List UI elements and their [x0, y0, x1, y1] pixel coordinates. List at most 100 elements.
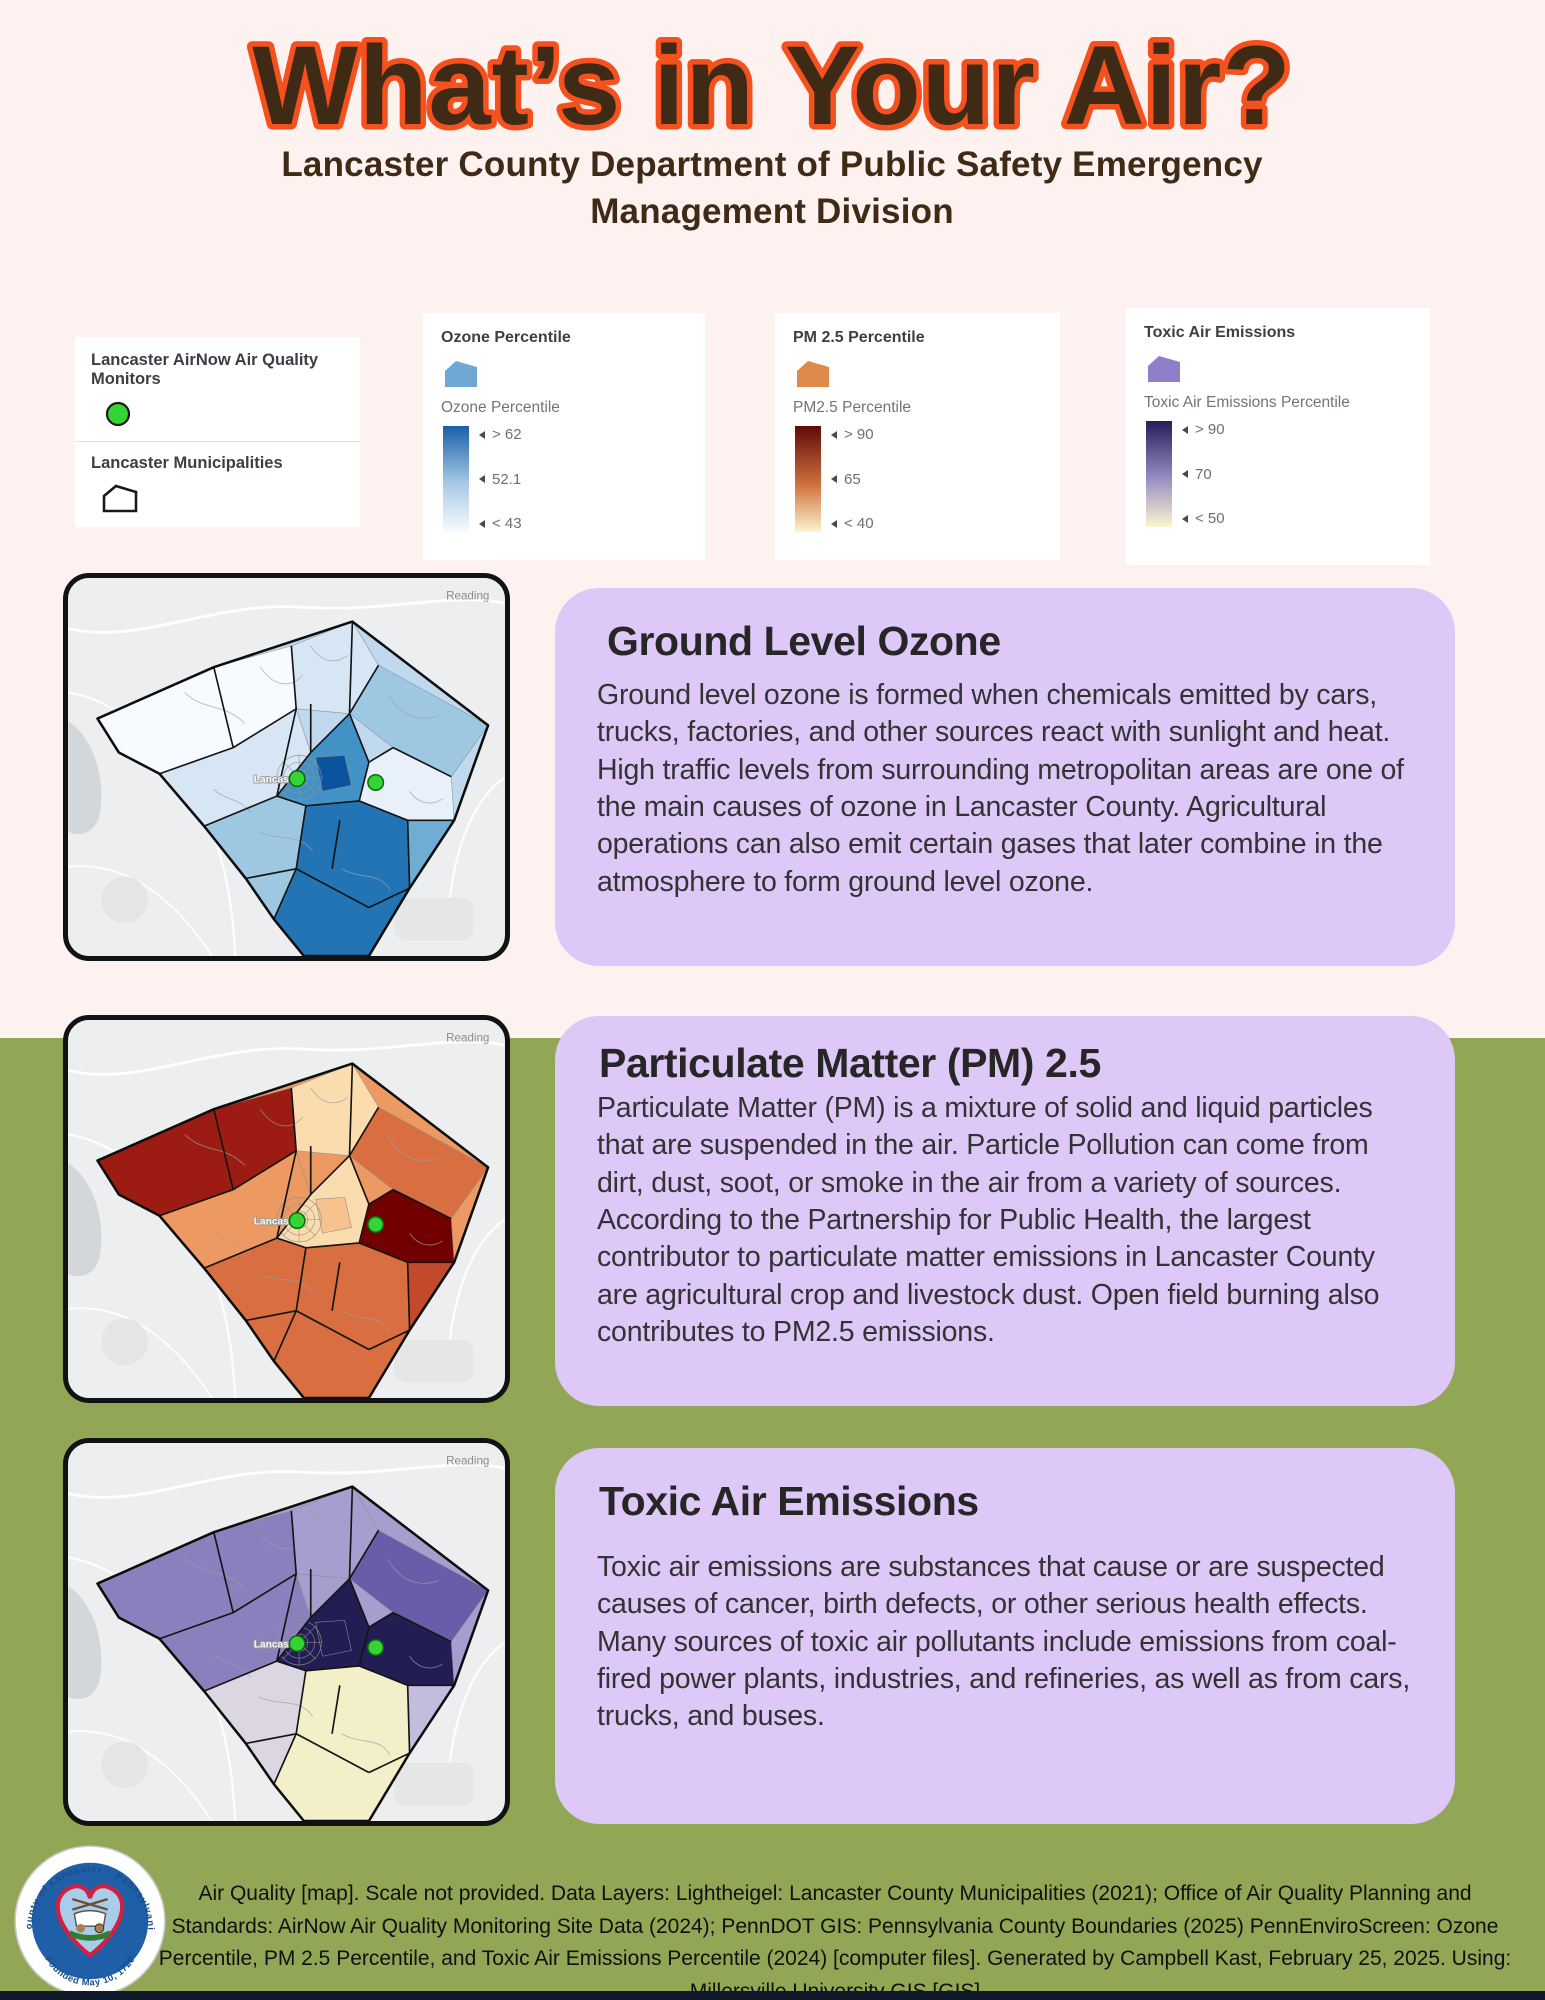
- river: [68, 1163, 102, 1277]
- pm-scale: > 90 65 < 40: [795, 426, 1042, 532]
- ozone-map: Reading Lancaster: [63, 573, 510, 961]
- monitor-dot: [288, 1635, 306, 1653]
- basemap-roads: [68, 598, 505, 956]
- seal-wagon: [73, 1909, 107, 1927]
- ozone-map-canvas: Reading Lancaster: [68, 578, 505, 956]
- minor-boundaries: [184, 1510, 443, 1756]
- county-seal: County of Lancaster ~ Pennsylvania Found…: [12, 1843, 166, 1997]
- toxic-gradient-bar: [1146, 421, 1172, 527]
- municipalities-label: Lancaster Municipalities: [91, 454, 283, 472]
- tick-label: > 90: [844, 426, 874, 443]
- county-outline: [96, 1062, 490, 1398]
- basemap-patch: [394, 1762, 474, 1806]
- monitor-dot: [367, 1215, 385, 1234]
- scale-tick: > 62: [479, 426, 522, 443]
- tick-label: < 43: [492, 515, 522, 532]
- ozone-card: Ground Level Ozone Ground level ozone is…: [555, 588, 1455, 966]
- legend-ozone-panel: Ozone Percentile Ozone Percentile > 62 5…: [423, 313, 705, 560]
- monitor-dot: [288, 1212, 306, 1230]
- county-cells: [97, 1063, 489, 1398]
- pm-swatch-icon: [797, 361, 829, 387]
- citation-text: Air Quality [map]. Scale not provided. D…: [158, 1882, 1512, 2000]
- ozone-heading: Ground Level Ozone: [607, 618, 1001, 664]
- tick-label: 52.1: [492, 470, 522, 488]
- basemap-patch: [101, 1318, 148, 1366]
- tick-label: 65: [844, 470, 861, 488]
- tick-label: > 62: [492, 426, 522, 443]
- tick-label: 70: [1195, 465, 1212, 483]
- toxic-body: Toxic air emissions are substances that …: [597, 1551, 1411, 1733]
- tick-arrow-icon: [479, 519, 485, 528]
- panel-divider: [75, 441, 360, 442]
- basemap-patch: [394, 1339, 474, 1383]
- pm-legend-subtitle: PM2.5 Percentile: [793, 399, 912, 416]
- ozone-legend-subtitle: Ozone Percentile: [441, 399, 560, 416]
- reading-label: Reading: [446, 1031, 489, 1044]
- pm-card: Particulate Matter (PM) 2.5 Particulate …: [555, 1016, 1455, 1406]
- ozone-swatch-icon: [445, 361, 477, 387]
- tick-arrow-icon: [1182, 470, 1188, 478]
- river: [68, 721, 102, 835]
- ozone-gradient-bar: [443, 426, 469, 532]
- tick-arrow-icon: [479, 475, 485, 483]
- title-banner: What’s in Your Air?: [247, 18, 1296, 154]
- monitor-dot-icon: [105, 401, 131, 427]
- legend-monitors-panel: Lancaster AirNow Air Quality Monitors La…: [75, 337, 360, 527]
- scale-tick: < 40: [831, 515, 874, 532]
- toxic-legend-title: Toxic Air Emissions: [1144, 324, 1296, 341]
- scale-tick: 52.1: [479, 471, 522, 488]
- toxic-heading: Toxic Air Emissions: [599, 1478, 979, 1524]
- county-outline: [96, 1485, 490, 1821]
- pm-legend-title: PM 2.5 Percentile: [793, 329, 925, 346]
- pm-map-canvas: Reading Lancaster: [68, 1020, 505, 1398]
- scale-tick: < 50: [1182, 510, 1225, 527]
- basemap-patch: [101, 876, 148, 924]
- monitor-dot: [288, 770, 306, 788]
- tick-arrow-icon: [831, 475, 837, 483]
- legend-pm-panel: PM 2.5 Percentile PM2.5 Percentile > 90 …: [775, 313, 1060, 560]
- scale-tick: 70: [1182, 466, 1225, 483]
- scale-tick: > 90: [1182, 421, 1225, 438]
- pm-body: Particulate Matter (PM) is a mixture of …: [597, 1092, 1380, 1348]
- tick-arrow-icon: [1182, 425, 1188, 434]
- reading-label: Reading: [446, 1454, 489, 1467]
- monitors-label: Lancaster AirNow Air Quality Monitors: [91, 351, 319, 388]
- tick-label: < 40: [844, 515, 874, 532]
- legend-toxic-panel: Toxic Air Emissions Toxic Air Emissions …: [1126, 308, 1430, 565]
- scale-tick: < 43: [479, 515, 522, 532]
- tick-arrow-icon: [831, 519, 837, 528]
- monitor-dot: [367, 1638, 385, 1657]
- basemap-patch: [101, 1741, 148, 1789]
- page-subtitle: Lancaster County Department of Public Sa…: [281, 145, 1263, 231]
- reading-label: Reading: [446, 589, 489, 602]
- pm-gradient-bar: [795, 426, 821, 532]
- seal-crossed-rifles: [71, 1898, 109, 1911]
- tick-label: < 50: [1195, 510, 1225, 527]
- pm-map: Reading Lancaster: [63, 1015, 510, 1403]
- tick-arrow-icon: [831, 430, 837, 439]
- toxic-swatch-icon: [1148, 356, 1180, 382]
- toxic-map: Reading Lancaster: [63, 1438, 510, 1826]
- minor-boundaries: [184, 1087, 443, 1333]
- ozone-legend-title: Ozone Percentile: [441, 329, 571, 346]
- minor-boundaries: [184, 645, 443, 891]
- bottom-bar: [0, 1991, 1545, 2000]
- scale-tick: 65: [831, 471, 874, 488]
- ozone-body: Ground level ozone is formed when chemic…: [597, 679, 1404, 898]
- tick-arrow-icon: [1182, 514, 1188, 523]
- toxic-map-canvas: Reading Lancaster: [68, 1443, 505, 1821]
- municipal-borders: [159, 621, 455, 920]
- toxic-legend-subtitle: Toxic Air Emissions Percentile: [1144, 394, 1350, 411]
- municipality-polygon-icon: [102, 484, 138, 513]
- ozone-scale: > 62 52.1 < 43: [443, 426, 687, 532]
- seal-grass: [70, 1930, 110, 1941]
- toxic-scale: > 90 70 < 50: [1146, 421, 1412, 527]
- monitor-dot: [367, 773, 385, 792]
- page-title: What’s in Your Air?: [252, 23, 1291, 148]
- toxic-card: Toxic Air Emissions Toxic air emissions …: [555, 1448, 1455, 1824]
- tick-label: > 90: [1195, 421, 1225, 438]
- river: [68, 1586, 102, 1700]
- basemap-patch: [394, 897, 474, 941]
- county-outline: [96, 620, 490, 956]
